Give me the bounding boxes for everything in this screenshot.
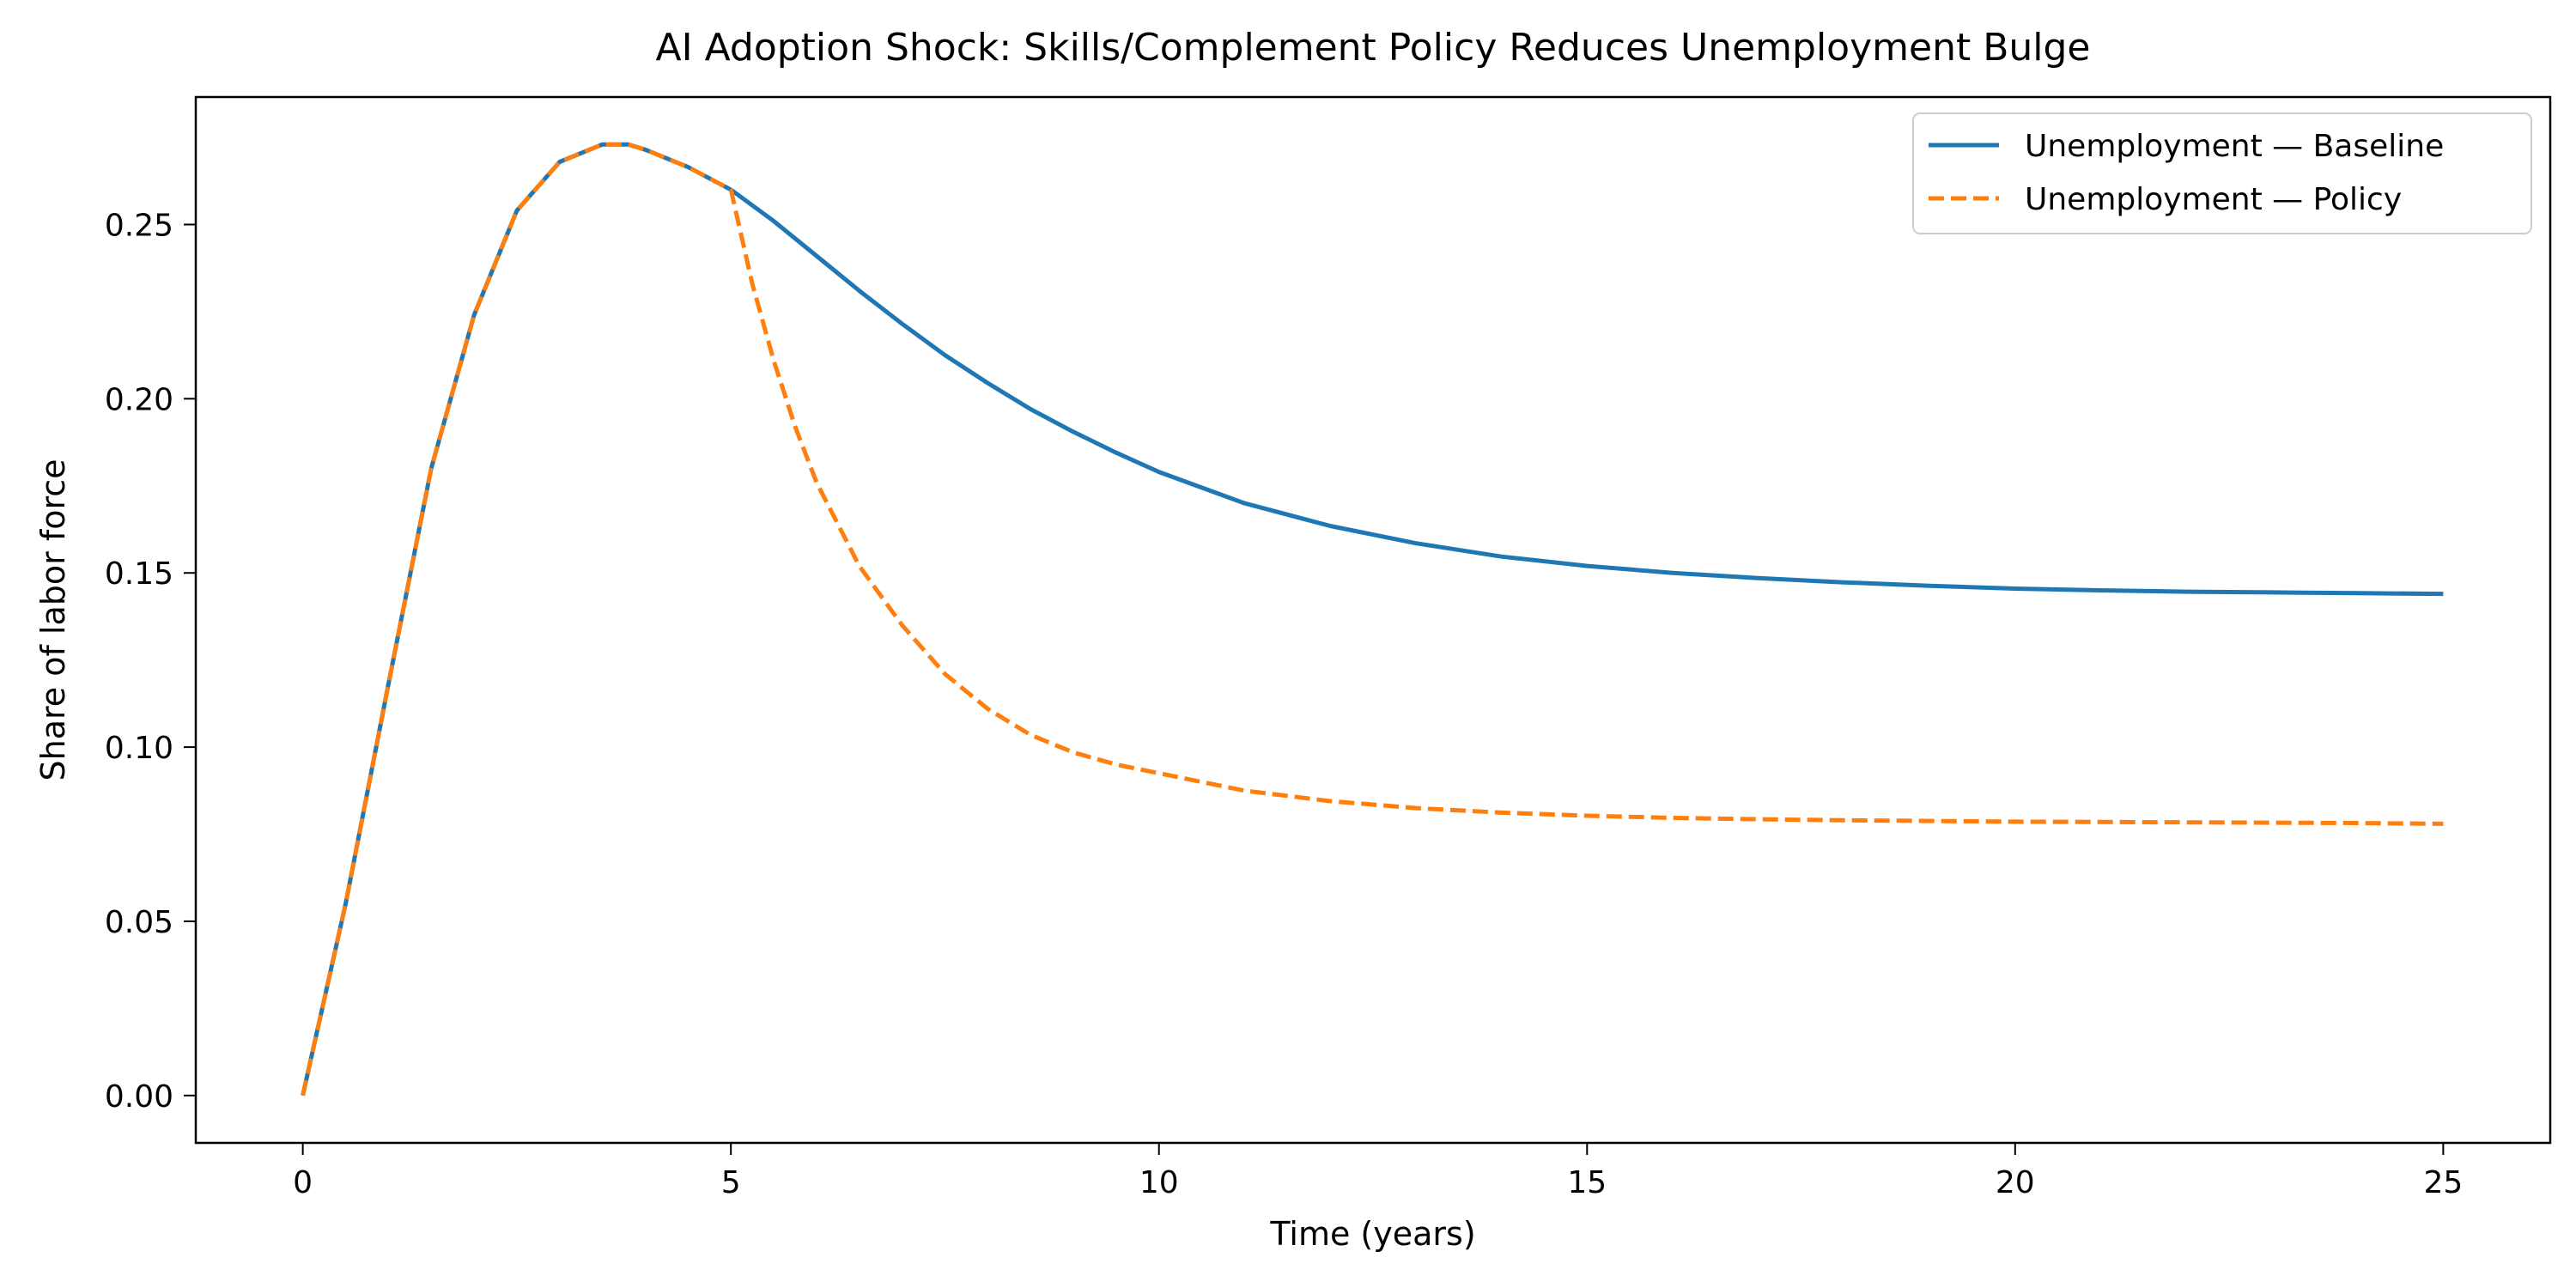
axes-frame (194, 95, 2552, 1145)
x-tick-label: 0 (293, 1165, 313, 1200)
series-line-baseline (301, 142, 2444, 1097)
plot-area: 0 5 10 15 20 25 0.00 0.05 0.10 0.15 0.20 0.25 (105, 95, 2552, 1200)
legend-label: Unemployment — Baseline (2025, 129, 2444, 164)
series-line-policy (301, 142, 2444, 1097)
x-tick-label: 20 (1996, 1165, 2035, 1200)
y-tick-label: 0.05 (105, 905, 173, 940)
x-tick-label: 10 (1139, 1165, 1179, 1200)
legend-box (1912, 112, 2532, 234)
chart-title: AI Adoption Shock: Skills/Complement Pol… (656, 26, 2091, 70)
legend-label: Unemployment — Policy (2025, 182, 2402, 217)
y-tick-label: 0.25 (105, 208, 173, 243)
x-tick-label: 15 (1567, 1165, 1607, 1200)
x-tick-label: 5 (721, 1165, 741, 1200)
y-axis-label: Share of labor force (34, 459, 72, 781)
x-tick-label: 25 (2423, 1165, 2463, 1200)
y-tick-label: 0.15 (105, 556, 173, 592)
y-tick-label: 0.10 (105, 731, 173, 766)
y-tick-label: 0.00 (105, 1079, 173, 1115)
legend: Unemployment — Baseline Unemployment — Po… (1912, 112, 2532, 234)
x-axis-label: Time (years) (1269, 1215, 1475, 1253)
y-tick-label: 0.20 (105, 382, 173, 417)
